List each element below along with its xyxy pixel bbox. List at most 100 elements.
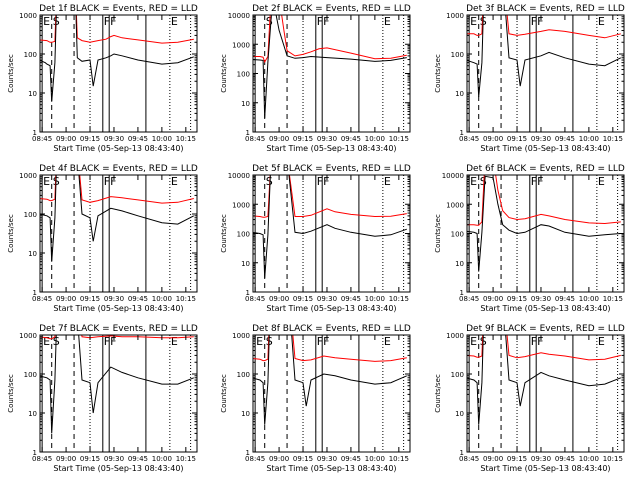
axes-frame [39,334,198,453]
y-tick-label: 10 [241,100,250,108]
series-line [253,15,407,64]
x-axis-label: Start Time (05-Sep-13 08:43:40) [266,304,396,313]
x-tick-label: 08:45 [459,295,479,303]
event-marker-label: F [531,15,537,28]
x-tick-label: 09:45 [128,295,148,303]
x-tick-label: 09:30 [531,295,551,303]
axes-frame [466,14,625,133]
event-marker-label: E [43,335,50,348]
y-tick-label: 1000 [19,332,37,340]
x-tick-label: 10:15 [176,135,196,143]
panel: Det 4f BLACK = Events, RED = LLD Counts/s… [7,164,198,313]
x-tick-label: 09:00 [56,295,76,303]
x-tick-label: 10:00 [365,135,385,143]
y-axis-label: Counts/sec [434,374,442,413]
event-marker-label: E [384,175,391,188]
panel-title: Det 3f BLACK = Events, RED = LLD [466,4,625,14]
y-tick-label: 1 [33,289,37,297]
y-tick-label: 10 [28,410,37,418]
x-tick-label: 10:00 [152,135,172,143]
y-tick-label: 10 [455,260,464,268]
panel-title: Det 4f BLACK = Events, RED = LLD [39,164,198,174]
x-tick-label: 10:15 [603,455,623,463]
x-tick-label: 10:15 [389,135,409,143]
x-tick-label: 10:00 [579,135,599,143]
y-axis: 1 10 100 1000 10000 [442,172,624,297]
x-tick-label: 08:45 [32,295,52,303]
event-marker-label: S [266,15,273,28]
event-marker-label: F [110,335,116,348]
event-marker-label: F [317,15,323,28]
y-tick-label: 100 [237,231,250,239]
y-tick-label: 100 [451,231,464,239]
event-marker-label: E [470,15,477,28]
event-marker-label: F [531,175,537,188]
y-tick-label: 1000 [19,12,37,20]
x-tick-label: 08:45 [245,295,265,303]
event-marker-label: E [598,175,605,188]
x-tick-label: 08:45 [245,455,265,463]
x-tick-label: 09:30 [104,455,124,463]
y-tick-label: 1 [33,449,37,457]
series-line [253,335,407,425]
axes-frame [466,334,625,453]
y-tick-label: 1 [246,289,250,297]
series-line [253,335,407,362]
event-marker-label: F [104,335,110,348]
x-tick-label: 08:45 [32,455,52,463]
y-tick-label: 1000 [232,201,250,209]
y-tick-label: 100 [24,211,37,219]
y-axis-label: Counts/sec [220,214,228,253]
x-tick-label: 09:30 [531,135,551,143]
event-marker-label: F [323,15,329,28]
x-tick-label: 09:30 [104,135,124,143]
y-axis-label: Counts/sec [7,374,15,413]
y-tick-label: 1000 [446,12,464,20]
event-marker-label: E [43,15,50,28]
axes-frame [39,14,198,133]
x-tick-label: 10:00 [579,455,599,463]
x-tick-label: 09:45 [555,135,575,143]
x-tick-label: 10:00 [365,455,385,463]
panel: Det 8f BLACK = Events, RED = LLD Counts/s… [220,324,411,473]
event-marker-label: E [598,15,605,28]
axes-frame [252,174,411,293]
x-axis: 08:45 09:00 09:15 09:30 09:45 10:00 10:15 [245,175,409,303]
x-tick-label: 09:15 [80,295,100,303]
x-tick-label: 10:15 [389,295,409,303]
x-tick-label: 09:00 [483,295,503,303]
y-tick-label: 1000 [232,41,250,49]
y-axis-label: Counts/sec [7,54,15,93]
x-tick-label: 09:45 [128,135,148,143]
event-marker-label: F [323,335,329,348]
series-line [40,175,194,204]
panel: Det 5f BLACK = Events, RED = LLD Counts/s… [220,164,411,313]
y-tick-label: 1000 [446,332,464,340]
x-axis: 08:45 09:00 09:15 09:30 09:45 10:00 10:15 [459,175,623,303]
event-marker-label: E [171,175,178,188]
x-tick-label: 08:45 [459,455,479,463]
x-axis: 08:45 09:00 09:15 09:30 09:45 10:00 10:15 [245,335,409,463]
panel: Det 7f BLACK = Events, RED = LLD Counts/s… [7,324,198,473]
y-axis: 1 10 100 1000 10000 [228,172,410,297]
y-tick-label: 1000 [446,201,464,209]
y-axis-label: Counts/sec [220,54,228,93]
panel-title: Det 2f BLACK = Events, RED = LLD [252,4,411,14]
x-tick-label: 10:15 [603,135,623,143]
event-marker-label: F [317,175,323,188]
axes-frame [466,174,625,293]
x-tick-label: 09:00 [56,135,76,143]
y-tick-label: 10000 [228,172,250,180]
series-line [467,15,622,97]
x-tick-label: 10:00 [152,295,172,303]
x-axis: 08:45 09:00 09:15 09:30 09:45 10:00 10:15 [32,335,196,463]
x-axis: 08:45 09:00 09:15 09:30 09:45 10:00 10:15 [459,15,623,143]
y-axis-label: Counts/sec [434,54,442,93]
x-tick-label: 09:30 [317,455,337,463]
event-marker-label: F [104,15,110,28]
